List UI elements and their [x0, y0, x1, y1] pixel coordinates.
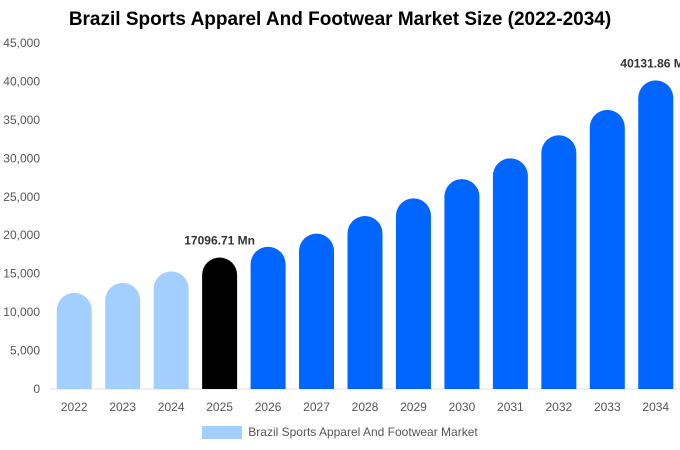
bar-2031 [492, 158, 528, 389]
data-label: 40131.86 Mn [620, 56, 680, 70]
bar-2022 [56, 292, 92, 389]
x-tick-label: 2032 [545, 400, 572, 414]
y-tick-label: 15,000 [3, 267, 40, 281]
bar-2023 [105, 282, 141, 389]
y-tick-label: 0 [33, 382, 40, 396]
y-tick-label: 5,000 [10, 344, 40, 358]
bar-series [56, 80, 674, 389]
bar-2025 [202, 257, 238, 389]
legend: Brazil Sports Apparel And Footwear Marke… [0, 425, 680, 439]
x-tick-label: 2034 [642, 400, 669, 414]
y-tick-label: 30,000 [3, 151, 40, 165]
y-tick-label: 25,000 [3, 190, 40, 204]
bar-2029 [395, 198, 431, 389]
bar-2026 [250, 246, 286, 389]
bar-2034 [638, 80, 674, 389]
bar-2028 [347, 216, 383, 389]
x-tick-label: 2023 [109, 400, 136, 414]
bar-2027 [299, 233, 335, 389]
x-tick-label: 2033 [594, 400, 621, 414]
y-tick-label: 45,000 [3, 36, 40, 50]
legend-swatch [202, 425, 243, 439]
x-tick-label: 2026 [255, 400, 282, 414]
x-tick-label: 2030 [449, 400, 476, 414]
y-tick-label: 35,000 [3, 113, 40, 127]
y-axis: 0 5,000 10,000 15,000 20,000 25,000 30,000 35,0… [3, 36, 40, 396]
bar-2024 [153, 271, 189, 389]
x-axis: 2022 2023 2024 2025 2026 2027 2028 2029 2030 2031… [50, 388, 680, 414]
x-tick-label: 2025 [206, 400, 233, 414]
x-tick-label: 2027 [303, 400, 330, 414]
chart-title: Brazil Sports Apparel And Footwear Marke… [68, 9, 612, 30]
y-tick-label: 10,000 [3, 305, 40, 319]
bar-2033 [589, 109, 625, 389]
x-tick-label: 2028 [352, 400, 379, 414]
x-tick-label: 2022 [61, 400, 88, 414]
legend-label: Brazil Sports Apparel And Footwear Marke… [248, 425, 478, 439]
data-labels: 17096.71 Mn 40131.86 Mn [184, 56, 680, 247]
bar-2032 [541, 135, 577, 389]
x-tick-label: 2031 [497, 400, 524, 414]
x-tick-label: 2024 [158, 400, 185, 414]
data-label: 17096.71 Mn [184, 234, 255, 248]
x-tick-label: 2029 [400, 400, 427, 414]
y-tick-label: 40,000 [3, 74, 40, 88]
y-tick-label: 20,000 [3, 228, 40, 242]
bar-2030 [444, 179, 480, 389]
